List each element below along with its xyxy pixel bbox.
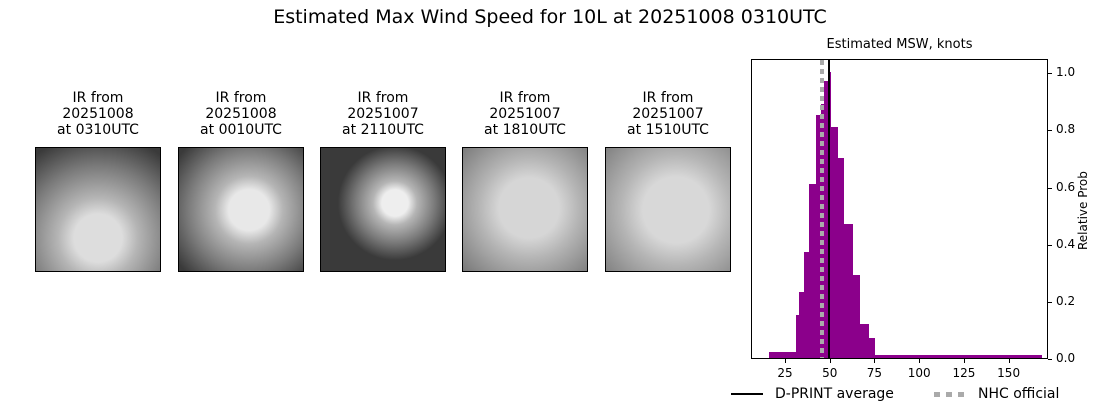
histogram-bar bbox=[860, 323, 870, 358]
x-tick-label: 125 bbox=[952, 366, 976, 380]
legend-dprint: D-PRINT average bbox=[731, 386, 894, 402]
histogram-bar bbox=[844, 223, 854, 358]
histogram-bar bbox=[768, 352, 796, 358]
x-tick-label: 100 bbox=[907, 366, 931, 380]
ir-panel-caption: IR from 20251007 at 2110UTC bbox=[342, 90, 424, 138]
chart-title: Estimated MSW, knots bbox=[826, 37, 973, 52]
y-tick bbox=[1048, 187, 1052, 189]
x-tick-label: 25 bbox=[777, 366, 793, 380]
histogram-bar bbox=[809, 183, 817, 358]
ir-satellite-image bbox=[35, 147, 161, 272]
x-tick bbox=[874, 359, 876, 363]
y-tick bbox=[1048, 301, 1052, 303]
y-tick bbox=[1048, 359, 1052, 360]
dprint-average-line bbox=[827, 60, 830, 358]
legend-nhc: NHC official bbox=[934, 386, 1059, 402]
y-tick-label: 0.4 bbox=[1056, 236, 1076, 251]
ir-panel-caption: IR from 20251008 at 0010UTC bbox=[200, 90, 282, 138]
y-tick-label: 0.8 bbox=[1056, 122, 1076, 137]
y-tick bbox=[1048, 244, 1052, 246]
ir-panel-caption: IR from 20251008 at 0310UTC bbox=[57, 90, 139, 138]
legend-dprint-label: D-PRINT average bbox=[775, 386, 894, 402]
x-tick bbox=[784, 359, 786, 363]
dotted-line-icon bbox=[934, 391, 966, 397]
histogram-bar bbox=[853, 275, 861, 358]
histogram-bar bbox=[838, 158, 845, 358]
y-tick bbox=[1048, 73, 1052, 75]
ir-panel: IR from 20251008 at 0310UTC bbox=[35, 90, 161, 272]
x-tick bbox=[1008, 359, 1010, 363]
histogram-bar bbox=[824, 80, 829, 358]
y-tick-label: 1.0 bbox=[1056, 65, 1076, 80]
histogram-plot bbox=[751, 59, 1048, 359]
histogram-bar bbox=[875, 355, 1042, 358]
x-tick bbox=[829, 359, 831, 363]
legend-nhc-label: NHC official bbox=[978, 386, 1060, 402]
x-tick-label: 150 bbox=[997, 366, 1021, 380]
histogram-bar bbox=[816, 115, 822, 358]
histogram-bar bbox=[831, 126, 839, 358]
solid-line-icon bbox=[731, 393, 763, 395]
x-tick-label: 75 bbox=[866, 366, 883, 380]
ir-satellite-image bbox=[605, 147, 731, 272]
histogram-bar bbox=[795, 315, 800, 358]
figure-title: Estimated Max Wind Speed for 10L at 2025… bbox=[273, 6, 827, 28]
ir-panel: IR from 20251007 at 2110UTC bbox=[320, 90, 446, 272]
ir-satellite-image bbox=[178, 147, 304, 272]
ir-panel-caption: IR from 20251007 at 1810UTC bbox=[484, 90, 566, 138]
ir-satellite-image bbox=[462, 147, 588, 272]
y-tick-label: 0.2 bbox=[1056, 293, 1076, 308]
ir-panel: IR from 20251007 at 1810UTC bbox=[462, 90, 588, 272]
x-tick bbox=[963, 359, 965, 363]
histogram-bar bbox=[869, 338, 876, 358]
y-tick-label: 0.0 bbox=[1056, 351, 1076, 365]
y-tick bbox=[1048, 130, 1052, 132]
nhc-official-line bbox=[819, 60, 824, 358]
histogram-bar bbox=[804, 252, 810, 358]
y-axis-label: Relative Prob bbox=[1076, 171, 1090, 250]
histogram-bar bbox=[799, 292, 805, 358]
y-tick-label: 0.6 bbox=[1056, 179, 1076, 194]
ir-satellite-image bbox=[320, 147, 446, 272]
x-tick-label: 50 bbox=[822, 366, 838, 380]
ir-panel: IR from 20251008 at 0010UTC bbox=[178, 90, 304, 272]
ir-panel: IR from 20251007 at 1510UTC bbox=[605, 90, 731, 272]
ir-panel-caption: IR from 20251007 at 1510UTC bbox=[627, 90, 709, 138]
x-tick bbox=[919, 359, 921, 363]
